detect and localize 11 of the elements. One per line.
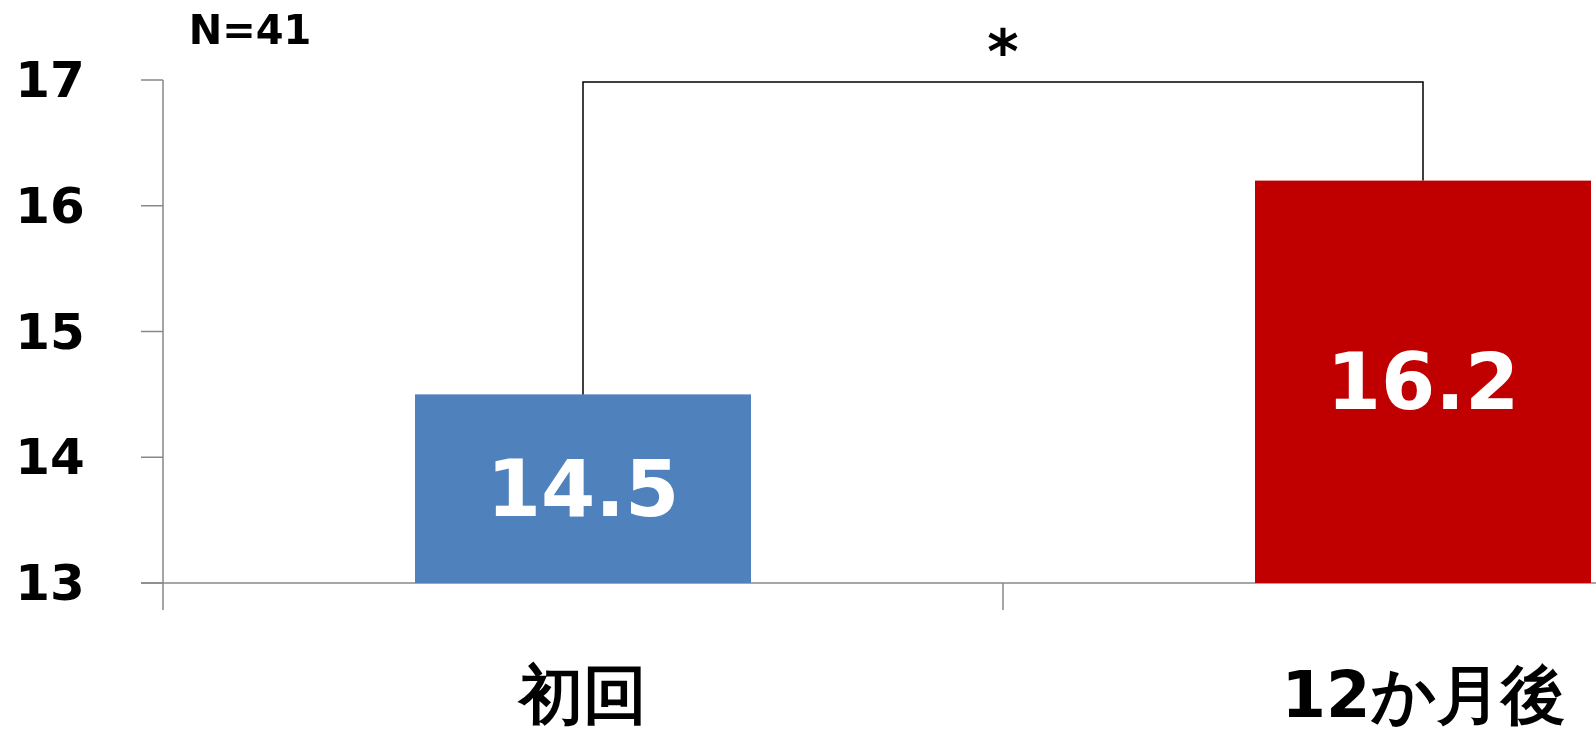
x-tick-label: 初回 bbox=[517, 658, 647, 732]
data-label: 14.5 bbox=[486, 443, 680, 534]
annotation: * bbox=[987, 17, 1019, 87]
data-label: 16.2 bbox=[1326, 336, 1520, 427]
x-tick-label: 12か月後 bbox=[1281, 658, 1565, 732]
y-tick-label: 14 bbox=[15, 428, 85, 487]
y-tick-label: 13 bbox=[15, 554, 85, 612]
text: N=41 bbox=[188, 7, 312, 53]
y-tick-label: 17 bbox=[15, 51, 85, 109]
y-tick-label: 15 bbox=[15, 302, 85, 361]
y-tick-label: 16 bbox=[15, 176, 85, 235]
